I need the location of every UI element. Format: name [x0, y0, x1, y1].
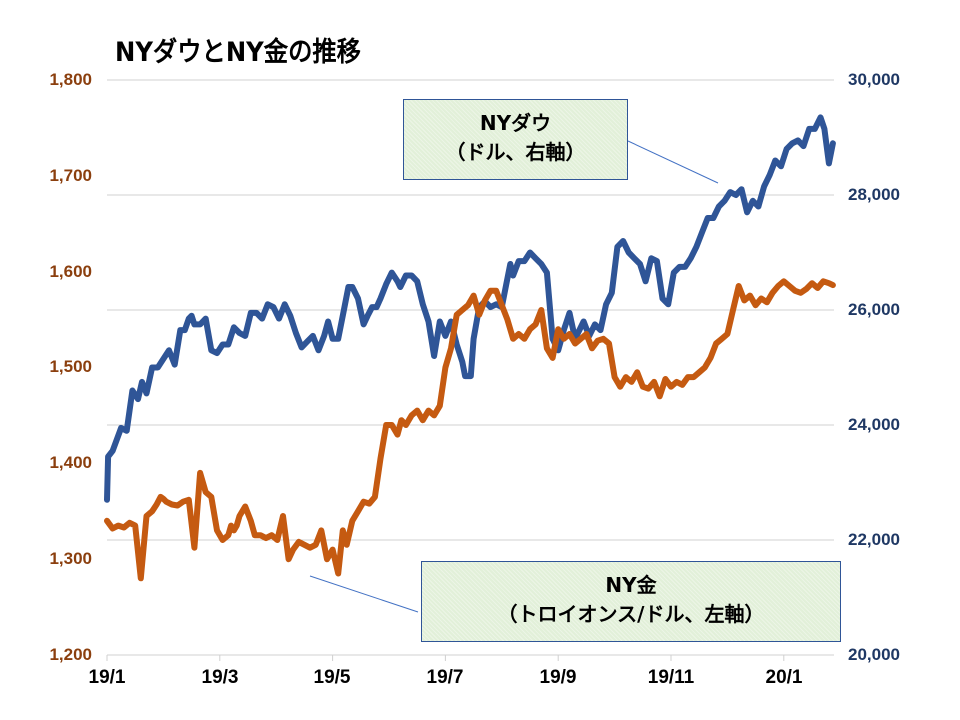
chart-title: NYダウとNY金の推移 [115, 37, 361, 68]
left-axis-tick: 1,400 [49, 453, 92, 472]
left-axis-tick: 1,800 [49, 70, 92, 89]
right-axis-tick: 26,000 [848, 300, 900, 319]
x-axis-tick: 19/11 [647, 667, 695, 688]
left-axis-tick: 1,700 [49, 166, 92, 185]
left-axis-tick: 1,600 [49, 262, 92, 281]
dow-callout-leader [627, 140, 719, 184]
gold-callout-subtitle: （トロイオンス/ドル、左軸） [497, 602, 765, 626]
x-axis-tick: 19/5 [313, 667, 351, 688]
dow-callout-title: NYダウ [479, 111, 552, 135]
dow-callout-subtitle: （ドル、右軸） [445, 140, 586, 164]
gold-callout: NY金 （トロイオンス/ドル、左軸） [421, 561, 841, 642]
dow-callout: NYダウ （ドル、右軸） [403, 99, 628, 180]
dow-line [104, 114, 836, 503]
gold-callout-title: NY金 [605, 573, 657, 597]
right-axis-tick: 28,000 [848, 185, 900, 204]
right-axis-tick: 22,000 [848, 530, 900, 549]
left-axis-tick: 1,500 [49, 357, 92, 376]
x-axis-tick: 19/3 [201, 667, 239, 688]
x-axis-tick: 19/1 [88, 667, 126, 688]
gold-callout-leader [309, 575, 419, 613]
gold-line [104, 278, 836, 582]
left-axis-tick: 1,300 [49, 549, 92, 568]
x-axis-tick-marks [106, 655, 785, 661]
left-axis-tick: 1,200 [49, 645, 92, 664]
right-axis-tick: 24,000 [848, 415, 900, 434]
gridlines [107, 79, 834, 656]
right-axis-tick: 20,000 [848, 645, 900, 664]
right-axis-tick: 30,000 [848, 70, 900, 89]
x-axis-tick: 19/9 [539, 667, 577, 688]
x-axis-tick: 19/7 [426, 667, 464, 688]
x-axis-tick: 20/1 [765, 667, 803, 688]
